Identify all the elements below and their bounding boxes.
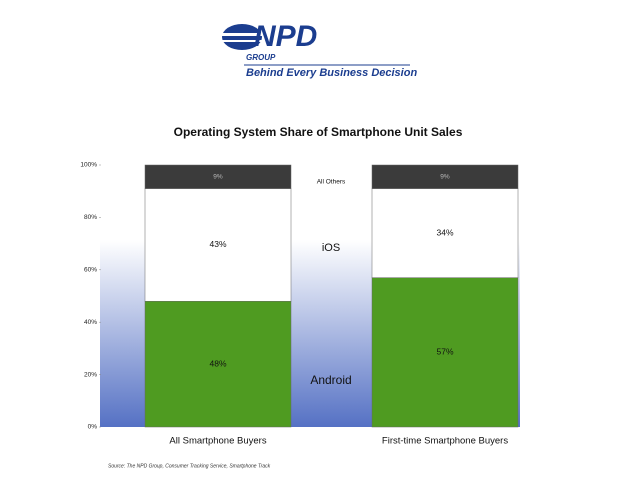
x-tick-label: First-time Smartphone Buyers — [382, 436, 508, 447]
bar-segment — [144, 188, 292, 302]
y-tick-label: 40% — [84, 319, 97, 326]
value-label: 48% — [209, 358, 226, 368]
bar-segment — [144, 300, 292, 428]
source: Source: The NPD Group, Consumer Tracking… — [108, 463, 271, 469]
value-label: 9% — [213, 174, 223, 181]
logo: NPD GROUP Behind Every Business Decision — [220, 20, 417, 79]
y-tick-label: 80% — [84, 214, 97, 221]
logo-sub: GROUP — [246, 53, 276, 62]
x-tick-label: All Smartphone Buyers — [169, 436, 266, 447]
chart-title: Operating System Share of Smartphone Uni… — [174, 125, 463, 139]
y-tick-label: 60% — [84, 267, 97, 274]
value-label: 9% — [440, 174, 450, 181]
bar-segment — [371, 277, 519, 428]
y-tick-label: 20% — [84, 371, 97, 378]
bar-segment — [371, 164, 519, 189]
value-label: 34% — [436, 227, 453, 237]
bar-segment — [371, 188, 519, 278]
series-label: Android — [310, 373, 351, 387]
tagline: Behind Every Business Decision — [246, 67, 417, 79]
value-label: 43% — [209, 239, 226, 249]
value-label: 57% — [436, 347, 453, 357]
bar-segment — [144, 164, 292, 189]
logo-text: NPD — [254, 20, 317, 53]
series-label: All Others — [317, 179, 346, 186]
y-tick-label: 100% — [80, 162, 97, 169]
series-label: iOS — [322, 242, 340, 254]
y-tick-label: 0% — [88, 424, 98, 431]
